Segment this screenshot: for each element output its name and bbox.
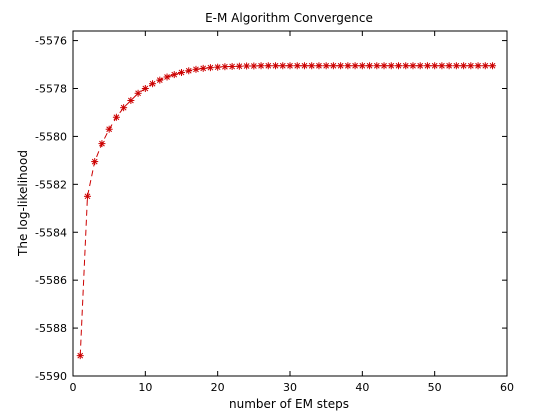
data-point [445,62,453,70]
y-axis-tick-labels: -5590 -5588 -5586 -5584 -5582 -5580 -5578 -5576 [35,35,67,383]
x-axis-ticks [72,31,508,376]
data-point [149,80,157,88]
x-tick-label: 10 [138,381,152,394]
data-point [98,140,106,148]
y-tick-label: -5582 [35,178,67,191]
data-point [337,62,345,70]
data-point [272,62,280,70]
data-point [120,104,128,112]
data-point [395,62,402,70]
data-point [351,62,359,70]
y-tick-label: -5578 [35,83,67,96]
data-point [358,62,366,70]
series-line [79,65,493,356]
y-tick-label: -5580 [35,130,67,143]
data-point [91,158,99,166]
data-point [257,62,265,70]
x-tick-label: 0 [70,381,77,394]
data-point [228,62,236,70]
data-point [83,192,91,200]
data-point [141,85,149,92]
data-point [112,113,120,121]
data-point [409,62,417,70]
x-tick-label: 40 [355,381,369,394]
data-point [380,62,388,70]
data-point [315,62,323,70]
y-axis-ticks [73,40,507,377]
x-axis-tick-labels: 0 10 20 30 40 50 60 [70,381,515,394]
data-point [76,352,84,360]
y-tick-label: -5584 [35,226,67,239]
data-point [387,62,395,70]
data-point [300,62,308,70]
data-point [235,62,243,70]
data-point [178,68,185,76]
data-point [243,62,251,70]
data-point [221,63,229,71]
y-tick-label: -5590 [35,370,67,383]
data-point [127,96,135,104]
x-tick-label: 20 [211,381,225,394]
data-point [105,125,113,133]
x-axis-label: number of EM steps [229,397,349,411]
y-tick-label: -5586 [35,274,67,287]
y-tick-label: -5576 [35,35,67,48]
series-markers [76,62,497,360]
y-axis-label: The log-likelihood [16,150,30,257]
x-tick-label: 60 [500,381,514,394]
data-point [366,62,374,70]
data-point [416,62,424,70]
data-point [185,67,193,75]
chart-title: E-M Algorithm Convergence [205,11,373,25]
data-point [264,62,272,70]
data-point [279,62,287,70]
data-point [322,62,330,70]
data-point [489,62,497,70]
data-point [199,64,207,72]
data-point [156,76,164,84]
data-point [163,73,171,81]
y-tick-label: -5588 [35,322,67,335]
data-point [460,62,468,70]
data-point [481,62,489,70]
data-point [214,63,222,71]
x-tick-label: 50 [428,381,442,394]
data-point [308,62,316,70]
data-point [134,89,142,97]
data-point [438,62,446,70]
data-point [192,65,200,73]
data-point [431,62,439,70]
data-point [250,62,258,70]
plot-area [72,30,508,377]
data-point [344,62,352,70]
data-point [293,62,301,70]
data-point [286,62,294,70]
data-point [474,62,482,70]
data-point [206,64,214,72]
data-point [402,62,410,70]
data-point [423,62,431,70]
x-tick-label: 30 [283,381,297,394]
data-point [467,62,475,70]
data-point [170,71,178,79]
data-point [452,62,460,70]
data-point [329,62,337,70]
data-point [373,62,381,70]
